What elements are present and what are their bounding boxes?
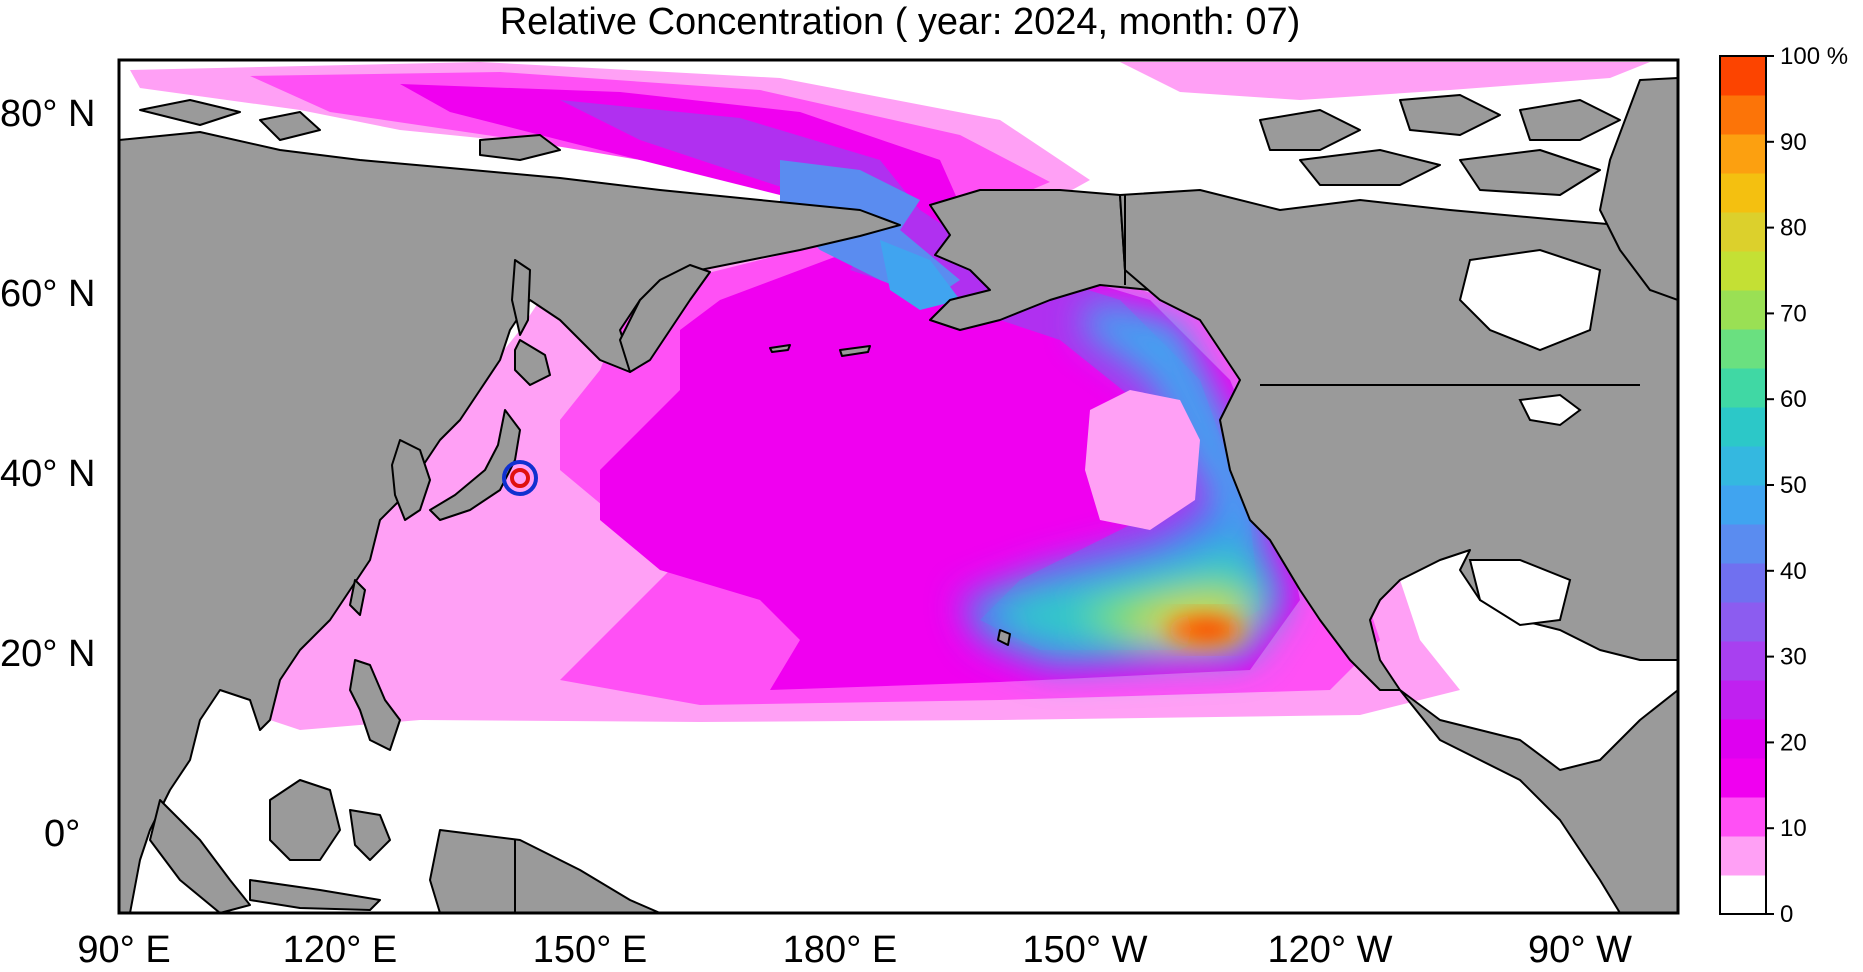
latitude-axis: 80° N 60° N 40° N 20° N 0°: [0, 93, 95, 855]
colorbar-step-0: [1720, 875, 1766, 915]
land-masses: [119, 77, 1678, 913]
central-america: [1399, 689, 1678, 913]
colorbar-step-4: [1720, 719, 1766, 759]
concentration-core-ne-pacific: [1085, 390, 1200, 530]
colorbar-step-15: [1720, 290, 1766, 330]
colorbar-step-8: [1720, 563, 1766, 603]
lat-label-80n: 80° N: [0, 93, 95, 135]
concentration-field: [119, 62, 1678, 913]
colorbar-label: 20: [1780, 729, 1807, 756]
colorbar-step-10: [1720, 485, 1766, 525]
lat-label-20n: 20° N: [0, 633, 95, 675]
lon-label-120e: 120° E: [283, 929, 398, 971]
colorbar-step-20: [1720, 95, 1766, 135]
colorbar-step-16: [1720, 251, 1766, 291]
colorbar-step-5: [1720, 680, 1766, 720]
korean-peninsula: [391, 439, 431, 521]
release-site-marker: [502, 460, 538, 496]
colorbar-label: 80: [1780, 215, 1807, 242]
colorbar-label: 90: [1780, 129, 1807, 156]
lon-label-150w: 150° W: [1022, 929, 1147, 971]
eurasia-landmass: [119, 131, 901, 913]
japan-honshu: [429, 409, 521, 521]
philippines: [349, 659, 401, 751]
map-frame: [117, 58, 1680, 915]
lon-label-90w: 90° W: [1528, 929, 1632, 971]
kamchatka-peninsula: [619, 264, 711, 373]
colorbar-step-1: [1720, 836, 1766, 876]
colorbar-label: 0: [1780, 901, 1793, 928]
colorbar-step-3: [1720, 758, 1766, 798]
colorbar-step-12: [1720, 407, 1766, 447]
japan-hokkaido: [514, 339, 551, 386]
colorbar-label: 40: [1780, 558, 1807, 585]
sakhalin-island: [511, 259, 531, 336]
colorbar-step-9: [1720, 524, 1766, 564]
lon-label-180e: 180° E: [783, 929, 898, 971]
colorbar-label: 10: [1780, 815, 1807, 842]
lon-label-90e: 90° E: [77, 929, 170, 971]
colorbar-step-11: [1720, 446, 1766, 486]
lon-label-150e: 150° E: [533, 929, 648, 971]
concentration-band-5-10-arctic: [1120, 62, 1650, 100]
borneo: [269, 779, 341, 861]
lat-label-0: 0°: [44, 813, 80, 855]
map-title: Relative Concentration ( year: 2024, mon…: [499, 1, 1301, 43]
longitude-axis: 90° E 120° E 150° E 180° E 150° W 120° W…: [77, 929, 1632, 971]
new-guinea: [429, 829, 661, 913]
colorbar-step-6: [1720, 641, 1766, 681]
colorbar-step-7: [1720, 602, 1766, 642]
lon-label-120w: 120° W: [1267, 929, 1392, 971]
greenland: [1599, 77, 1678, 301]
concentration-band-20-30: [400, 84, 1300, 690]
lat-label-60n: 60° N: [0, 273, 95, 315]
colorbar-step-17: [1720, 212, 1766, 252]
lat-label-40n: 40° N: [0, 453, 95, 495]
colorbar-label: 70: [1780, 300, 1807, 327]
colorbar-label: 60: [1780, 386, 1807, 413]
colorbar-label: 50: [1780, 472, 1807, 499]
colorbar-label: 30: [1780, 644, 1807, 671]
colorbar-step-18: [1720, 173, 1766, 213]
colorbar-step-14: [1720, 329, 1766, 369]
colorbar-label: 100 %: [1780, 43, 1848, 70]
colorbar: 0 10 20 30 40 50 60 70 80 90 100 %: [1719, 43, 1848, 928]
colorbar-step-2: [1720, 797, 1766, 837]
colorbar-step-21: [1720, 56, 1766, 96]
colorbar-step-13: [1720, 368, 1766, 408]
colorbar-step-19: [1720, 134, 1766, 174]
